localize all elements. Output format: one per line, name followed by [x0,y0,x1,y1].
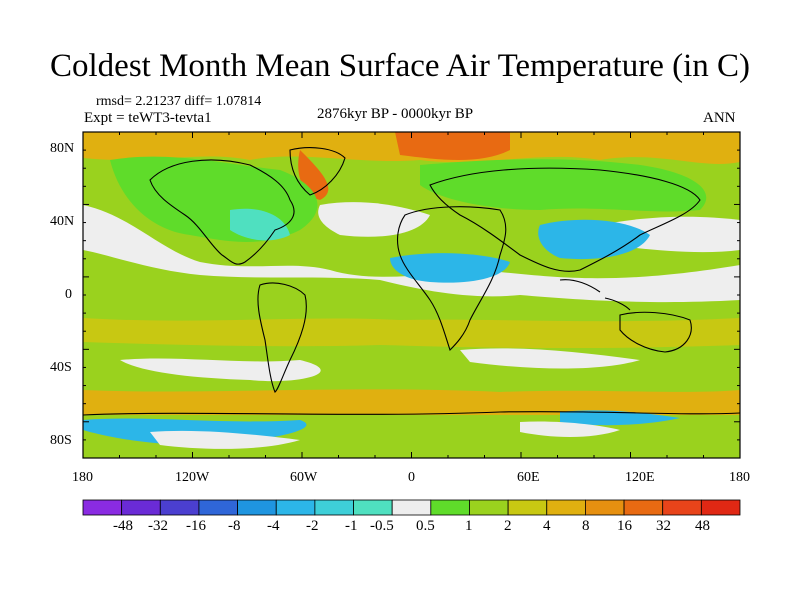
colorbar-label: 16 [617,518,632,534]
lat-tick-label: 40S [50,360,72,375]
colorbar-label: 48 [695,518,710,534]
colorbar-label: -16 [186,518,206,534]
colorbar-swatch [546,499,586,516]
chart-title: Coldest Month Mean Surface Air Temperatu… [50,48,750,84]
southern-ocean-warm-region [83,318,740,349]
colorbar-swatch [585,499,625,516]
lat-tick-label: 80N [50,141,75,156]
colorbar-label: -2 [306,518,319,534]
colorbar-label: -1 [345,518,358,534]
north-america-cool-region [230,208,290,241]
lon-tick-label: 180 [72,470,93,485]
season-label: ANN [703,110,736,126]
period-label: 2876kyr BP - 0000kyr BP [317,106,474,122]
colorbar-label: 8 [582,518,590,534]
colorbar-label: 0.5 [416,518,435,534]
colorbar-label: -48 [113,518,133,534]
colorbar-label: 1 [465,518,473,534]
lon-tick-label: 180 [729,470,750,485]
colorbar-swatch [237,499,277,516]
tropical-neutral-region [83,205,740,303]
colorbar-swatch [121,499,161,516]
lon-tick-label: 60W [290,470,318,485]
colorbar-swatch [82,499,123,516]
colorbar-swatch [314,499,354,516]
lon-tick-label: 60E [517,470,540,485]
colorbar-label: 2 [504,518,512,534]
colorbar [82,499,741,516]
southern-neutral-region [120,348,640,382]
coastlines [83,147,740,416]
sahara-cool-region [390,253,510,283]
colorbar-label: -8 [228,518,241,534]
colorbar-swatch [275,499,316,516]
stats-label: rmsd= 2.21237 diff= 1.07814 [96,94,262,109]
lat-tick-label: 80S [50,433,72,448]
colorbar-label: 32 [656,518,671,534]
colorbar-swatch [430,499,470,516]
lon-tick-label: 120W [175,470,210,485]
colorbar-swatch [469,499,509,516]
north-atlantic-neutral-region [318,202,430,237]
colorbar-swatch [391,499,432,516]
colorbar-label: -4 [267,518,280,534]
lat-tick-label: 0 [65,287,72,302]
axis-ticks [82,131,741,459]
lat-tick-label: 40N [50,214,75,229]
lon-tick-label: 0 [408,470,415,485]
experiment-label: Expt = teWT3-tevta1 [84,110,212,126]
eurasia-green-region [420,159,707,212]
colorbar-swatch [623,499,664,516]
colorbar-swatch [507,499,548,516]
asia-cool-region [538,219,650,260]
colorbar-swatch [700,499,741,516]
lon-tick-label: 120E [625,470,655,485]
colorbar-swatch [198,499,238,516]
antarctic-warm-region [83,389,740,415]
colorbar-label: -32 [148,518,168,534]
colorbar-swatch [353,499,393,516]
antarctic-neutral-region [150,421,620,449]
colorbar-swatch [159,499,200,516]
arctic-hot-region [298,132,510,200]
temperature-field [83,132,740,458]
colorbar-swatch [662,499,702,516]
colorbar-label: 4 [543,518,551,534]
colorbar-label: -0.5 [370,518,394,534]
